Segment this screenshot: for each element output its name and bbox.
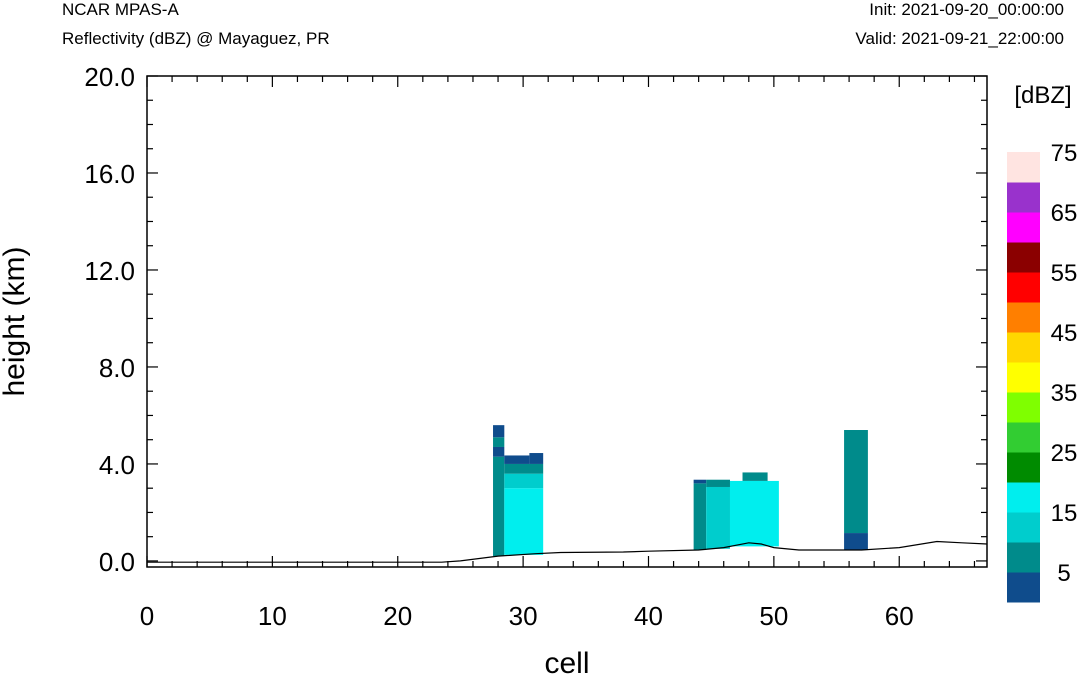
colorbar-tick-label: 75 [1051,140,1078,167]
colorbar-swatch [1007,182,1040,213]
x-axis-title: cell [544,647,589,677]
colorbar-swatch [1007,242,1040,273]
colorbar-tick-label: 5 [1057,560,1070,587]
terrain-layer [147,540,988,563]
reflectivity-cell [504,463,544,474]
colorbar-tick-label: 65 [1051,200,1078,227]
colorbar-tick-label: 55 [1051,260,1078,287]
reflectivity-cell [504,473,544,489]
y-tick-label: 0.0 [99,547,135,577]
colorbar-swatch [1007,422,1040,453]
y-tick-label: 4.0 [99,450,135,480]
reflectivity-cell [729,480,779,547]
reflectivity-cell [693,483,707,551]
y-tick-label: 12.0 [84,256,135,286]
colorbar-swatch [1007,482,1040,513]
reflectivity-cell [742,472,768,481]
x-tick-label: 50 [759,601,788,631]
x-tick-labels: 0 10 20 30 40 50 60 [140,601,914,631]
colorbar: 5 15 25 35 45 55 65 75 [1007,140,1077,603]
y-tick-label: 8.0 [99,353,135,383]
reflectivity-cell [493,437,505,447]
colorbar-swatch [1007,152,1040,183]
x-tick-label: 10 [258,601,287,631]
reflectivity-cell [844,533,868,551]
x-tick-label: 60 [885,601,914,631]
x-tick-label: 0 [140,601,154,631]
x-tick-label: 20 [383,601,412,631]
reflectivity-cells [493,425,868,557]
x-tick-label: 30 [509,601,538,631]
reflectivity-cell [504,455,530,464]
colorbar-swatch [1007,392,1040,423]
colorbar-tick-label: 25 [1051,440,1078,467]
plot-frame [146,75,988,568]
x-tick-label: 40 [634,601,663,631]
reflectivity-cell [493,456,505,557]
colorbar-swatch [1007,302,1040,333]
reflectivity-cell [693,479,707,484]
reflectivity-cell [529,453,544,464]
terrain-line [147,540,988,563]
model-name: NCAR MPAS-A [62,0,179,19]
y-tick-labels: 0.0 4.0 8.0 12.0 16.0 20.0 [84,62,135,577]
reflectivity-cell [706,486,730,549]
reflectivity-cell [493,425,505,438]
init-time: Init: 2021-09-20_00:00:00 [869,0,1064,19]
reflectivity-cell [706,479,730,487]
colorbar-swatch [1007,572,1040,603]
reflectivity-cell [493,446,505,457]
y-axis-title: height (km) [0,246,31,396]
y-tick-label: 20.0 [84,62,135,92]
reflectivity-cell [844,430,868,534]
colorbar-tick-label: 45 [1051,320,1078,347]
colorbar-swatch [1007,512,1040,543]
colorbar-swatch [1007,272,1040,303]
colorbar-swatch [1007,332,1040,363]
reflectivity-cell [504,488,544,555]
y-tick-label: 16.0 [84,159,135,189]
chart-subtitle: Reflectivity (dBZ) @ Mayaguez, PR [62,29,330,48]
colorbar-tick-label: 35 [1051,380,1078,407]
colorbar-tick-label: 15 [1051,500,1078,527]
axis-ticks [146,75,987,567]
valid-time: Valid: 2021-09-21_22:00:00 [855,29,1064,48]
colorbar-swatch [1007,362,1040,393]
colorbar-unit-label: [dBZ] [1014,82,1071,109]
colorbar-swatch [1007,212,1040,243]
colorbar-swatch [1007,542,1040,573]
colorbar-swatch [1007,452,1040,483]
